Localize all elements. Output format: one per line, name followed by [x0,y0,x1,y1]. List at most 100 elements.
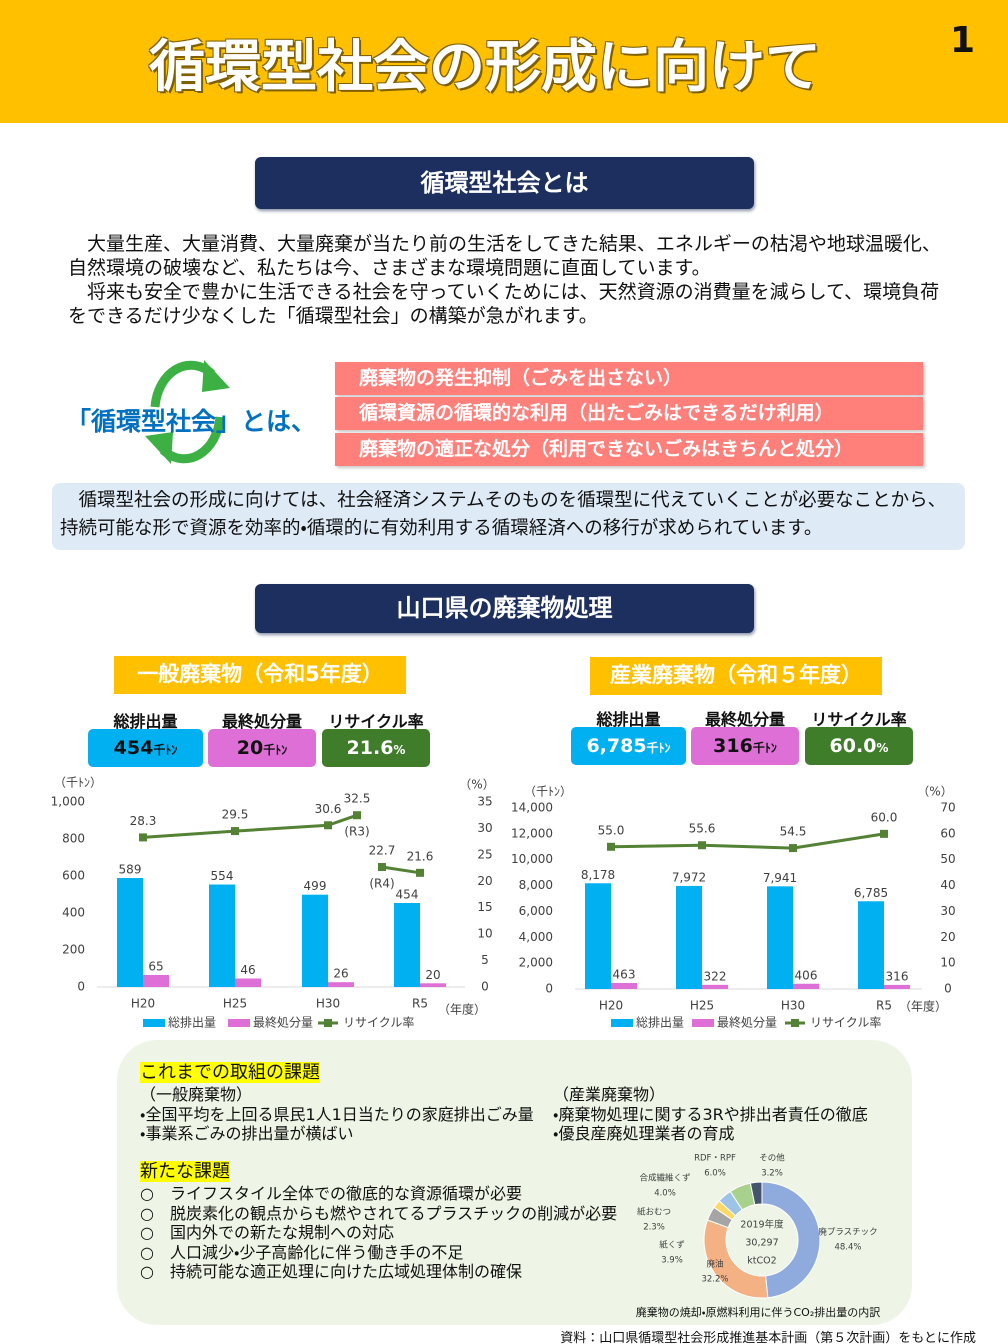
line-point [139,833,147,842]
section-heading: 循環型社会とは [255,157,754,209]
y2-tick-label: 40 [940,878,955,892]
section-heading: 山口県の廃棄物処理 [255,584,754,633]
stat-value: 21.6 [346,737,394,759]
y2-tick-label: 30 [477,821,492,835]
line-point [324,821,332,830]
point-label: (R4) [369,877,394,891]
page-title: 循環型社会の形成に向けて [149,35,821,100]
y-tick-label: 0 [545,982,553,996]
arrow-head [145,432,173,464]
stat-unit: 千ﾄﾝ [263,743,288,757]
x-tick-label: R5 [876,999,892,1013]
data-label: 554 [211,869,234,883]
line-point [378,863,386,872]
legend-swatch [143,1019,165,1027]
y-tick-label: 2,000 [519,956,553,970]
legend-label: 最終処分量 [717,1015,777,1030]
legend-label: 総排出量 [636,1015,684,1030]
paragraph: 大量生産、大量消費、大量廃棄が当たり前の生活をしてきた結果、エネルギーの枯渇や地… [68,233,941,279]
challenge-item: ・優良産廃処理業者の育成 [553,1124,735,1143]
stat-value: 316 [713,735,753,757]
x-tick-label: H25 [223,997,247,1011]
data-label: 20 [425,968,440,982]
bar [209,884,235,987]
bar [702,984,728,989]
stat-label: リサイクル率 [811,710,907,729]
cycle-arrow [150,360,216,408]
line-point [231,827,239,836]
y2-tick-label: 20 [477,874,492,888]
pillar: 廃棄物の適正な処分（利用できないごみはきちんと処分） [335,433,923,466]
line-point [416,868,424,877]
y-tick-label: 0 [77,980,85,994]
legend-label: 総排出量 [168,1015,216,1030]
y-tick-label: 8,000 [519,878,553,892]
stat-label: 総排出量 [113,712,178,731]
data-label: 65 [148,959,163,973]
legend-swatch [324,1019,332,1027]
data-label: 322 [704,969,727,983]
line [610,832,885,850]
stat-value: 60.0 [829,735,877,757]
x-axis-unit: （年度） [899,1000,947,1014]
y-tick-label: 4,000 [519,930,553,944]
y-axis-unit: （千ﾄﾝ） [54,776,102,790]
y2-tick-label: 10 [477,927,492,941]
challenge-item: ・全国平均を上回る県民1人1日当たりの家庭排出ごみ量 [140,1104,534,1124]
data-label: 26 [333,967,348,981]
stat-box: 20千ﾄﾝ [208,729,316,767]
bar [611,983,637,989]
line [142,813,421,875]
new-item: 脱炭素化の観点からも燃やされてるプラスチックの削減が必要 [140,1204,617,1224]
data-label: 6,785 [854,886,888,900]
column-heading: （一般廃棄物） [140,1085,253,1104]
y-tick-label: 14,000 [511,801,553,815]
x-tick-label: H20 [599,999,623,1013]
x-axis-unit: （年度） [438,1003,486,1017]
data-label: 54.5 [780,825,807,839]
data-label: 55.0 [598,823,625,837]
summary-box [52,483,965,550]
panel-title: 一般廃棄物（令和5年度） [114,656,406,694]
y2-tick-label: 5 [481,953,489,967]
page-number: 1 [950,20,976,61]
data-label: 46 [240,963,255,977]
pillar: 廃棄物の発生抑制（ごみを出さない） [335,362,923,395]
data-label: 29.5 [222,808,249,822]
paragraph: 将来も安全で豊かに生活できる社会を守っていくためには、天然資源の消費量を減らして… [68,281,940,327]
legend-swatch [611,1019,633,1027]
stat-unit: % [876,741,889,755]
y-tick-label: 800 [62,832,85,846]
stat-label: 最終処分量 [221,712,302,731]
y-tick-label: 600 [62,869,85,883]
legend-swatch [228,1019,250,1027]
heading-text: 新たな課題 [140,1161,230,1182]
data-label: 55.6 [689,822,716,836]
legend-swatch [791,1019,799,1027]
cycle-label: 「循環型社会」とは、 [66,407,317,436]
stat-box: 454千ﾄﾝ [88,729,203,767]
y2-axis-unit: （%） [917,785,952,799]
y-tick-label: 1,000 [51,795,85,809]
challenge-column: （一般廃棄物） ・全国平均を上回る県民1人1日当たりの家庭排出ごみ量 ・事業系ご… [140,1085,534,1144]
new-item: 人口減少・少子高齢化に伴う働き手の不足 [140,1243,617,1263]
y2-tick-label: 20 [940,930,955,944]
bar [676,885,702,989]
challenges-heading: これまでの取組の課題 [140,1062,320,1083]
stat-box: 6,785千ﾄﾝ [571,727,686,765]
bar [585,883,611,989]
line-point [698,841,706,850]
line-point [789,844,797,853]
summary: 循環型社会の形成に向けては、社会経済システムそのものを循環型に代えていくことが必… [60,490,947,539]
stat-unit: 千ﾄﾝ [646,741,671,755]
source: 資料：山口県循環型社会形成推進基本計画（第５次計画）をもとに作成 [560,1331,976,1344]
x-tick-label: R5 [412,997,428,1011]
y-axis-unit: （千ﾄﾝ） [524,785,572,799]
x-tick-label: H25 [690,999,714,1013]
data-label: 30.6 [315,802,342,816]
stat-box: 60.0% [805,727,913,765]
data-label: 60.0 [871,810,898,824]
new-item: ライフスタイル全体での徹底的な資源循環が必要 [140,1184,617,1204]
stat-unit: 千ﾄﾝ [153,743,178,757]
panel-title: 産業廃棄物（令和５年度） [590,657,882,695]
